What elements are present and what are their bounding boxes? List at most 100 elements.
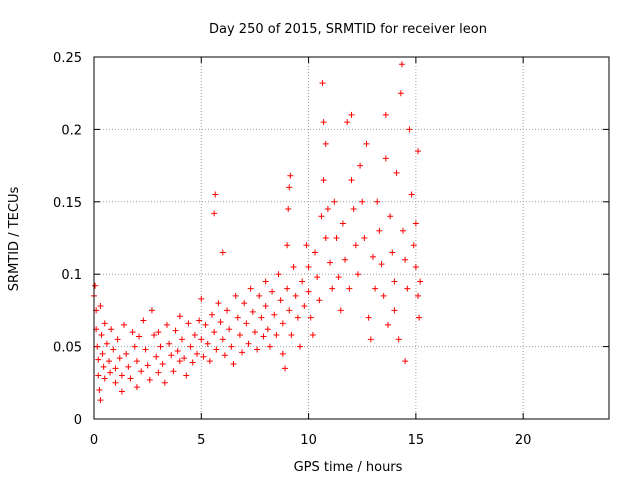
y-tick-label: 0.15 — [53, 196, 82, 211]
data-point — [415, 148, 422, 155]
data-point — [196, 317, 203, 324]
data-point — [211, 210, 218, 217]
data-point — [281, 365, 288, 372]
data-point — [202, 321, 209, 328]
data-point — [209, 311, 216, 318]
data-point — [266, 343, 273, 350]
y-tick-label: 0.25 — [53, 51, 82, 66]
data-point — [251, 329, 258, 336]
data-point — [118, 372, 125, 379]
data-point — [245, 340, 252, 347]
data-point — [415, 292, 422, 299]
data-point — [367, 336, 374, 343]
data-point — [408, 191, 415, 198]
data-point — [168, 352, 175, 359]
data-point — [200, 353, 207, 360]
data-point — [288, 332, 295, 339]
data-point — [354, 271, 361, 278]
data-point — [378, 261, 385, 268]
data-point — [417, 278, 424, 285]
data-point — [284, 242, 291, 249]
data-point — [324, 206, 331, 213]
data-point — [133, 358, 140, 365]
data-point — [131, 343, 138, 350]
data-point — [241, 300, 248, 307]
data-point — [369, 253, 376, 260]
data-point — [254, 346, 261, 353]
data-point — [374, 198, 381, 205]
data-point — [333, 235, 340, 241]
data-point — [106, 358, 113, 365]
data-point — [307, 314, 314, 321]
data-point — [387, 213, 394, 220]
data-point — [228, 343, 235, 350]
data-point — [234, 314, 241, 321]
data-point — [219, 249, 226, 256]
y-tick-label: 0.05 — [53, 341, 82, 356]
data-point — [108, 326, 115, 333]
data-point — [198, 295, 205, 302]
data-point — [114, 336, 121, 343]
data-point — [236, 332, 243, 339]
data-point — [151, 332, 158, 339]
data-point — [112, 365, 119, 372]
data-point — [161, 379, 168, 386]
data-point — [277, 297, 284, 304]
data-point — [194, 350, 200, 357]
data-point — [389, 249, 396, 256]
data-point — [110, 346, 117, 353]
data-point — [301, 303, 308, 310]
data-point — [198, 336, 205, 343]
data-point — [249, 308, 256, 315]
data-point — [172, 327, 179, 334]
data-point — [136, 333, 143, 340]
data-point — [398, 61, 405, 68]
data-point — [365, 314, 372, 321]
data-point — [395, 336, 402, 343]
data-point — [292, 292, 299, 299]
data-point — [286, 307, 293, 314]
data-point — [331, 198, 338, 205]
data-point — [178, 336, 185, 343]
data-point — [346, 285, 353, 292]
data-point — [155, 329, 162, 336]
data-point — [243, 320, 250, 327]
data-point — [339, 220, 346, 227]
data-point — [211, 329, 218, 336]
data-point — [361, 235, 368, 241]
data-point — [380, 292, 387, 299]
data-point — [299, 278, 306, 285]
data-point — [148, 307, 155, 314]
data-point — [176, 358, 183, 365]
data-point — [185, 320, 192, 327]
data-point — [320, 119, 327, 126]
data-point — [125, 363, 132, 370]
data-point — [279, 350, 286, 357]
data-point — [262, 303, 269, 310]
data-point — [96, 387, 103, 394]
data-point — [170, 368, 177, 375]
data-point — [116, 355, 123, 362]
grid — [94, 57, 609, 419]
data-point — [127, 375, 134, 382]
data-point — [189, 359, 196, 366]
data-point — [285, 206, 292, 213]
data-point — [204, 340, 211, 347]
data-point — [271, 311, 278, 318]
data-point — [121, 321, 128, 328]
data-point — [348, 177, 355, 184]
data-point — [279, 320, 286, 327]
data-point — [372, 285, 379, 292]
data-point — [97, 303, 104, 310]
data-point — [94, 343, 101, 350]
data-point — [98, 332, 105, 339]
data-point — [402, 358, 409, 365]
data-point — [226, 326, 233, 333]
data-point — [391, 278, 398, 285]
data-point — [230, 360, 237, 367]
data-point — [402, 256, 409, 263]
data-point — [262, 278, 269, 285]
data-point — [275, 271, 282, 278]
data-point — [287, 172, 294, 179]
data-point — [217, 318, 224, 325]
